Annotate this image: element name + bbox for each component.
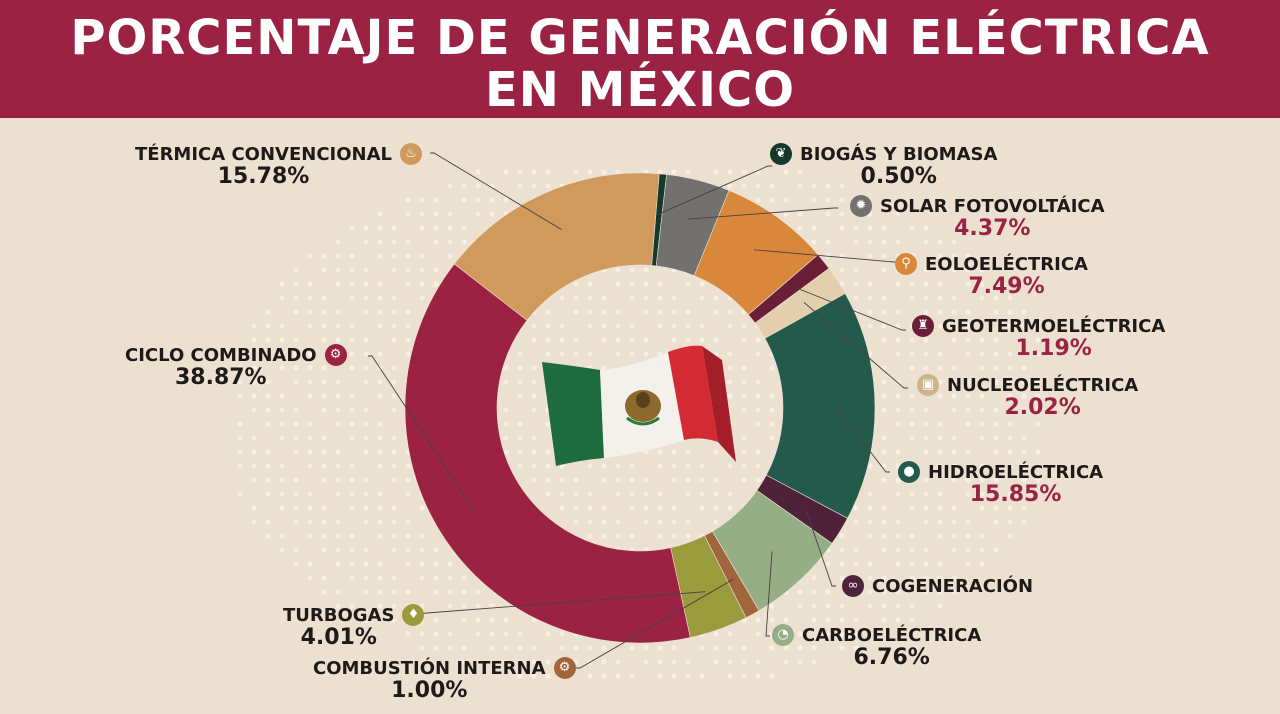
slice-value-9: 1.00% xyxy=(391,678,468,703)
slice-label-3: EOLOELÉCTRICA 7.49% xyxy=(925,256,1088,298)
slice-label-9: COMBUSTIÓN INTERNA 1.00% xyxy=(313,660,546,702)
leader-line-5 xyxy=(803,302,908,389)
chart-title-line-1: PORCENTAJE DE GENERACIÓN ELÉCTRICA xyxy=(70,10,1210,66)
gears-icon: ⚙ xyxy=(324,344,347,366)
slice-name-8: CARBOELÉCTRICA xyxy=(802,625,982,646)
slice-name-4: GEOTERMOELÉCTRICA xyxy=(942,316,1166,337)
mexican-flag-icon xyxy=(542,345,736,466)
slice-name-5: NUCLEOELÉCTRICA xyxy=(947,375,1139,396)
slice-label-2: SOLAR FOTOVOLTÁICA 4.37% xyxy=(880,198,1105,240)
leader-line-7 xyxy=(805,510,836,587)
slice-label-0: TÉRMICA CONVENCIONAL 15.78% xyxy=(135,146,392,188)
slice-name-2: SOLAR FOTOVOLTÁICA xyxy=(880,196,1105,217)
slice-label-6: HIDROELÉCTRICA 15.85% xyxy=(928,464,1103,506)
leader-line-1 xyxy=(658,165,772,215)
leaf-icon: ❦ xyxy=(770,143,792,165)
slice-label-1: BIOGÁS Y BIOMASA 0.50% xyxy=(800,146,997,188)
slice-value-3: 7.49% xyxy=(968,274,1045,299)
geothermal-icon: ♜ xyxy=(912,315,934,337)
slice-name-0: TÉRMICA CONVENCIONAL xyxy=(135,144,392,165)
chart-title-line-2: EN MÉXICO xyxy=(484,62,796,118)
slice-name-6: HIDROELÉCTRICA xyxy=(928,462,1104,483)
wind-turbine-icon: ⚲ xyxy=(895,253,917,275)
water-drop-icon: ● xyxy=(898,461,920,483)
cogeneration-icon: ∞ xyxy=(842,575,864,597)
slice-value-11: 38.87% xyxy=(174,365,267,390)
slice-name-11: CICLO COMBINADO xyxy=(125,345,317,366)
leader-line-2 xyxy=(688,207,838,220)
slice-label-10: TURBOGAS 4.01% xyxy=(283,607,394,649)
leader-line-0 xyxy=(430,152,562,230)
engine-icon: ⚙ xyxy=(553,657,576,679)
slice-value-1: 0.50% xyxy=(860,164,937,189)
slice-value-2: 4.37% xyxy=(954,216,1031,241)
leader-line-4 xyxy=(792,285,906,331)
coal-icon: ◔ xyxy=(772,624,794,646)
slice-value-8: 6.76% xyxy=(853,645,930,670)
slice-11 xyxy=(404,263,691,644)
slice-value-4: 1.19% xyxy=(1015,336,1092,361)
slice-name-3: EOLOELÉCTRICA xyxy=(925,254,1088,275)
slice-value-5: 2.02% xyxy=(1004,395,1081,420)
donut-slices xyxy=(404,172,876,644)
slice-value-10: 4.01% xyxy=(300,625,377,650)
slice-label-8: CARBOELÉCTRICA 6.76% xyxy=(802,627,981,669)
slice-name-9: COMBUSTIÓN INTERNA xyxy=(313,658,546,679)
slice-label-7: COGENERACIÓN xyxy=(872,578,1033,596)
leader-line-8 xyxy=(765,551,773,637)
slice-value-6: 15.85% xyxy=(969,482,1062,507)
slice-name-10: TURBOGAS xyxy=(283,605,395,626)
slice-name-7: COGENERACIÓN xyxy=(872,576,1034,597)
slice-label-11: CICLO COMBINADO 38.87% xyxy=(125,347,317,389)
slice-value-0: 15.78% xyxy=(217,164,310,189)
header-banner: PORCENTAJE DE GENERACIÓN ELÉCTRICA EN MÉ… xyxy=(0,0,1280,118)
nuclear-plant-icon: ▣ xyxy=(917,374,939,396)
leader-line-11 xyxy=(368,355,476,513)
slice-name-1: BIOGÁS Y BIOMASA xyxy=(800,144,998,165)
gas-flame-icon: ♦ xyxy=(402,604,425,626)
leader-line-6 xyxy=(834,405,890,473)
leader-line-9 xyxy=(576,578,734,669)
sun-icon: ✹ xyxy=(850,195,872,217)
slice-label-4: GEOTERMOELÉCTRICA 1.19% xyxy=(942,318,1165,360)
slice-label-5: NUCLEOELÉCTRICA 2.02% xyxy=(947,377,1138,419)
fire-icon: ♨ xyxy=(400,143,422,165)
